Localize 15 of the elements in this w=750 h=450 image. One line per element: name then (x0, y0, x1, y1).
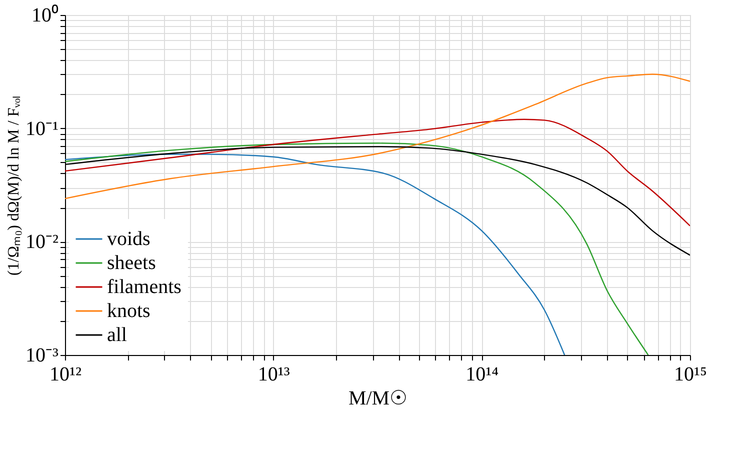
legend-label: voids (107, 228, 151, 250)
x-tick-label: 10¹⁴ (466, 364, 499, 386)
x-tick-label: 10¹² (50, 364, 82, 386)
x-axis-title: M/M☉ (348, 388, 408, 410)
y-tick-label: 10⁻³ (26, 344, 58, 366)
x-tick-label: 10¹³ (258, 364, 290, 386)
legend-label: all (107, 324, 128, 346)
y-tick-label: 10⁰ (32, 4, 58, 26)
y-tick-label: 10⁻¹ (26, 118, 58, 140)
y-tick-label: 10⁻² (26, 231, 58, 254)
legend-label: knots (107, 300, 151, 322)
x-tick-label: 10¹⁵ (674, 364, 707, 386)
y-axis-title: (1/Ωₘ₀) dΩ(M)/d ln M / Fᵥₒₗ (6, 95, 23, 276)
legend-label: sheets (107, 252, 156, 274)
legend-label: filaments (107, 276, 182, 298)
